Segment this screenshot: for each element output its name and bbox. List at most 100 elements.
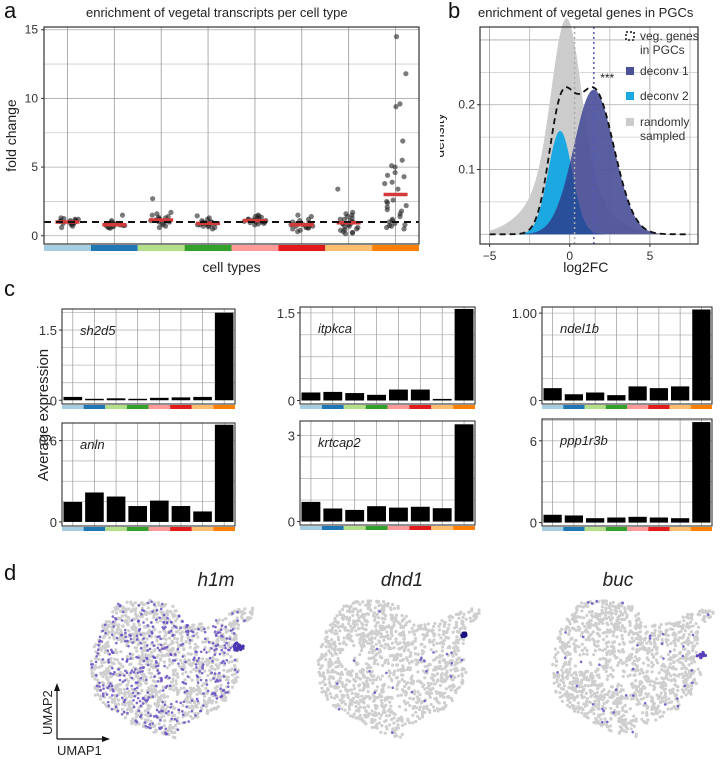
cell-point [638, 693, 642, 697]
expressing-cell-point [127, 644, 130, 648]
cell-point [651, 663, 655, 667]
cell-point [105, 668, 109, 672]
cell-point [681, 623, 685, 627]
cell-point [589, 619, 593, 623]
cell-point [232, 663, 237, 668]
cell-point [357, 633, 361, 637]
x-tick-label: −5 [483, 249, 497, 263]
cell-point [603, 720, 607, 724]
cell-point [395, 734, 399, 738]
cell-point [634, 614, 638, 618]
cell-point [214, 658, 218, 662]
cell-point [246, 616, 250, 620]
cell-type-color-bar [648, 405, 670, 409]
cell-point [327, 677, 331, 681]
cell-point [423, 664, 427, 669]
cell-point [389, 695, 394, 699]
cell-point [434, 696, 439, 700]
cell-point [106, 643, 110, 647]
cell-point [633, 655, 637, 659]
cell-point [673, 636, 677, 640]
cell-point [142, 673, 146, 677]
expressing-cell-point [145, 678, 148, 682]
expressing-cell-point [167, 631, 171, 634]
cell-point [178, 658, 183, 662]
arrow-right-icon [102, 736, 110, 742]
cell-point [361, 681, 365, 685]
cell-point [366, 612, 371, 616]
y-tick-label: 0 [31, 229, 38, 243]
cell-point [109, 656, 113, 661]
cell-point [458, 612, 462, 616]
cell-point [360, 626, 364, 630]
data-point [403, 71, 409, 77]
cell-point [436, 672, 440, 676]
expressing-cell-point [378, 610, 381, 613]
cell-point [127, 692, 131, 696]
cell-point [652, 633, 656, 637]
cell-point [348, 636, 352, 640]
cell-point [109, 625, 113, 629]
cell-point [364, 722, 368, 726]
cell-point [429, 648, 433, 652]
cell-point [457, 616, 461, 620]
cell-point [468, 616, 472, 620]
expressing-cell-point [177, 662, 180, 665]
cell-point [358, 698, 363, 702]
cell-point [417, 698, 421, 703]
expressing-cell-point [211, 659, 214, 663]
cell-point [696, 667, 700, 671]
cell-point [351, 714, 355, 718]
cell-point [573, 647, 577, 651]
cell-point [162, 660, 167, 664]
expressing-cell-point [196, 659, 199, 663]
expressing-cell-point [197, 656, 201, 660]
expressing-cell-point [137, 656, 140, 659]
expressing-cell-point [190, 629, 193, 633]
expressing-cell-point [118, 673, 122, 677]
cell-point [374, 705, 378, 709]
cell-point [413, 690, 417, 695]
cell-point [333, 686, 337, 690]
cell-point [594, 621, 598, 625]
cell-point [552, 671, 556, 676]
bar [106, 398, 126, 401]
cell-point [598, 617, 603, 621]
legend-label: randomly [640, 115, 689, 129]
cell-point [191, 627, 195, 631]
cell-point [396, 694, 400, 698]
cell-point [149, 651, 153, 655]
cell-point [572, 679, 576, 683]
cell-point [630, 636, 634, 640]
cell-point [140, 650, 144, 654]
cell-type-color-bar [170, 527, 192, 531]
veg-genes-density-line [489, 86, 690, 236]
expressing-cell-point [143, 721, 147, 724]
cell-point [615, 620, 619, 624]
expressing-cell-point [176, 647, 180, 651]
cell-point [652, 631, 657, 635]
cell-point [688, 641, 692, 645]
cell-point [582, 616, 586, 620]
cell-point [158, 695, 163, 699]
cell-point [94, 642, 98, 646]
cell-point [597, 695, 602, 699]
cell-point [165, 613, 170, 617]
expressing-cell-point [682, 645, 685, 648]
cell-point [328, 692, 332, 696]
cell-point [597, 647, 602, 652]
cell-point [153, 701, 157, 706]
bar [649, 517, 668, 523]
expressing-cell-point [96, 648, 100, 652]
cell-point [618, 718, 622, 723]
cell-point [333, 624, 337, 628]
bar [85, 492, 104, 522]
cell-point [125, 607, 129, 611]
cell-point [349, 624, 353, 628]
cell-point [674, 667, 678, 671]
expressing-cell-point [180, 620, 184, 623]
cell-point [133, 626, 137, 630]
cell-point [221, 618, 225, 622]
expressing-cell-point [107, 660, 111, 664]
